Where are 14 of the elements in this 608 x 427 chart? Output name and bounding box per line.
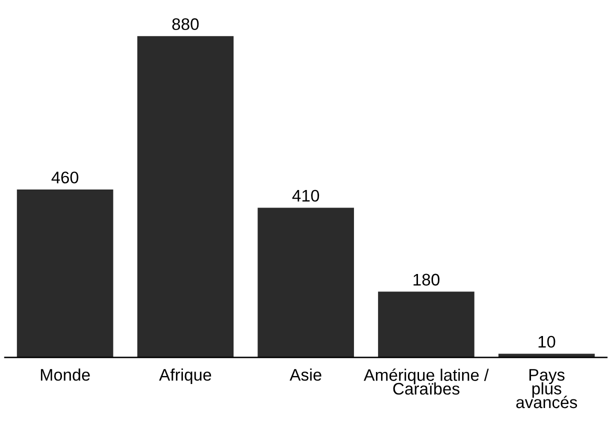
bar: [137, 36, 234, 358]
data-label: 180: [414, 274, 440, 286]
x-tick-label: Asie: [290, 368, 322, 381]
bar: [378, 292, 474, 358]
data-label: 10: [538, 336, 556, 348]
x-tick-label: Amérique latine / Caraïbes: [364, 368, 489, 395]
x-tick-label: Monde: [40, 368, 90, 381]
x-tick-label: Pays plus avancés: [516, 369, 578, 408]
x-tick-label: Afrique: [159, 368, 212, 384]
data-label: 460: [52, 172, 78, 184]
bar: [16, 189, 114, 358]
data-label: 880: [172, 18, 199, 30]
bar: [258, 208, 354, 358]
data-label: 410: [292, 190, 320, 202]
